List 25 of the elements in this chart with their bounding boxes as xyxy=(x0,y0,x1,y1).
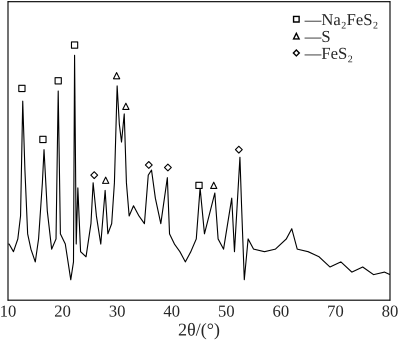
x-tick-label: 80 xyxy=(382,305,398,317)
point xyxy=(54,77,62,84)
legend-label: —S xyxy=(304,30,330,42)
legend-label: —Na₂FeS₂ xyxy=(304,14,378,28)
x-tick-label: 30 xyxy=(110,305,125,317)
point xyxy=(102,176,110,184)
point xyxy=(195,182,203,190)
x-tick-label: 40 xyxy=(164,305,180,317)
x-tick-label: 50 xyxy=(218,305,234,317)
point xyxy=(18,84,26,92)
point xyxy=(234,146,243,154)
point xyxy=(144,161,153,169)
point xyxy=(210,182,218,190)
point xyxy=(70,41,78,49)
point xyxy=(39,136,47,144)
point xyxy=(112,72,120,80)
x-tick-label: 70 xyxy=(328,305,344,317)
x-tick-label: 60 xyxy=(273,305,289,317)
point xyxy=(164,164,172,172)
legend-label: —FeS₂ xyxy=(304,48,352,62)
x-axis-title: 2θ/(°) xyxy=(178,322,220,340)
point xyxy=(90,171,98,180)
x-tick-label: 10 xyxy=(1,305,16,317)
point xyxy=(122,102,130,110)
x-tick-label: 20 xyxy=(54,305,70,317)
